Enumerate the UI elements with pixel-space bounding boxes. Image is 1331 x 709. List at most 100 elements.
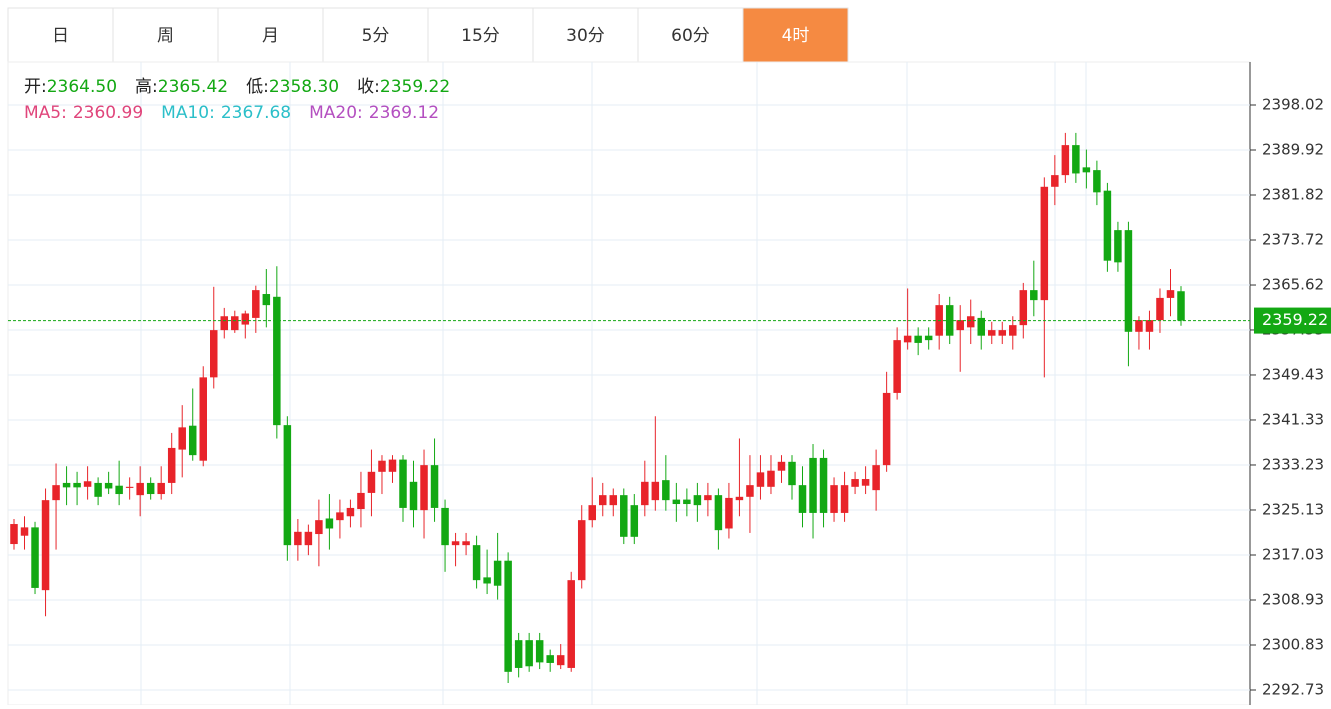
y-tick-label: 2333.23: [1262, 455, 1324, 473]
tab[interactable]: [217, 7, 324, 63]
last-price-label: 2359.22: [1262, 310, 1328, 329]
candle-body: [1051, 175, 1059, 187]
candle-body: [535, 640, 544, 663]
ohlc-info-label: 低:: [246, 77, 269, 97]
ohlc-info: 开:2364.50 高:2365.42 低:2358.30 收:2359.22: [24, 77, 450, 97]
ma-info-label: MA5:: [24, 103, 67, 123]
y-tick-label: 2365.62: [1262, 276, 1324, 294]
candle-body: [41, 500, 50, 591]
candle-body: [830, 485, 838, 513]
candle-body: [988, 330, 996, 336]
y-tick-label: 2398.02: [1262, 96, 1324, 114]
y-tick-label: 2292.73: [1262, 680, 1324, 698]
candle-body: [62, 482, 71, 488]
tabs: 日 周 月 5分 15分 30分 60分 4时: [7, 7, 849, 63]
candle-body: [599, 495, 607, 506]
candle-body: [104, 482, 113, 489]
candle-body: [315, 520, 323, 535]
tab-label[interactable]: 15分: [461, 26, 500, 46]
candle-body: [798, 485, 807, 513]
ohlc-info-value: 2365.42: [158, 77, 228, 97]
candle-body: [1145, 320, 1154, 332]
candle-body: [451, 541, 460, 546]
tab-label[interactable]: 30分: [566, 26, 605, 46]
last-price-box: [1254, 307, 1331, 334]
candle-body: [10, 524, 18, 545]
candle-body: [1072, 145, 1080, 174]
candle-body: [903, 335, 912, 343]
candle-body: [1156, 297, 1164, 321]
ohlc-info-label: 高:: [135, 77, 158, 97]
candle-body: [220, 316, 229, 331]
candle-body: [966, 316, 975, 328]
tab[interactable]: [322, 7, 429, 63]
y-tick-label: 2349.43: [1262, 365, 1324, 383]
y-tick-label: 2317.03: [1262, 545, 1324, 563]
candle-body: [893, 340, 901, 393]
tab-label[interactable]: 日: [52, 26, 69, 46]
tab-label[interactable]: 周: [157, 26, 174, 46]
candle-body: [325, 518, 334, 529]
candle-body: [683, 499, 691, 505]
candle-body: [188, 425, 197, 456]
y-tick-label: 2300.83: [1262, 635, 1324, 653]
candle-body: [1135, 320, 1143, 332]
tab[interactable]: [742, 7, 849, 63]
candle-body: [1082, 167, 1091, 173]
candle-body: [577, 520, 586, 581]
candle-body: [52, 485, 60, 501]
candle-body: [998, 330, 1007, 336]
candle-body: [914, 335, 922, 343]
candle-body: [294, 531, 302, 546]
tab[interactable]: [112, 7, 219, 63]
y-tick-label: 2308.93: [1262, 590, 1324, 608]
tab[interactable]: [7, 7, 114, 63]
candle-body: [725, 497, 733, 529]
y-tick-label: 2373.72: [1262, 231, 1324, 249]
y-tick-label: 2325.13: [1262, 500, 1324, 518]
tab-label[interactable]: 4时: [782, 26, 810, 46]
candle-body: [756, 472, 765, 487]
tab[interactable]: [532, 7, 639, 63]
candle-body: [420, 465, 428, 511]
candle-body: [525, 640, 533, 667]
candle-body: [504, 560, 512, 672]
candle-body: [620, 495, 628, 537]
candle-body: [441, 507, 449, 546]
ohlc-info-label: 收:: [357, 77, 380, 97]
tab-label[interactable]: 月: [262, 26, 279, 46]
candle-body: [924, 335, 933, 341]
candle-body: [493, 560, 502, 586]
candle-body: [125, 486, 134, 488]
candle-body: [94, 482, 102, 497]
tab-label[interactable]: 5分: [362, 26, 390, 46]
candle-body: [136, 482, 144, 496]
ohlc-info-label: 开:: [24, 77, 47, 97]
candle-body: [73, 482, 81, 488]
candle-body: [630, 505, 639, 537]
ma-info-label: MA20:: [309, 103, 363, 123]
candle-body: [409, 481, 418, 511]
candle-body: [819, 457, 828, 513]
ohlc-info-value: 2359.22: [380, 77, 450, 97]
candle-body: [588, 505, 596, 521]
candle-body: [735, 496, 744, 501]
y-tick-label: 2341.33: [1262, 410, 1324, 428]
candle-body: [977, 317, 985, 336]
candle-body: [31, 527, 39, 588]
candle-body: [714, 495, 723, 531]
candle-body: [1124, 230, 1133, 332]
candle-body: [178, 427, 186, 450]
candle-body: [882, 392, 891, 466]
candle-body: [20, 527, 29, 536]
candle-body: [336, 512, 344, 521]
candle-body: [956, 320, 964, 331]
tab-label[interactable]: 60分: [671, 26, 710, 46]
candle-body: [357, 492, 365, 510]
candle-body: [146, 482, 155, 495]
candle-body: [514, 640, 523, 668]
candle-body: [609, 495, 618, 506]
candle-body: [472, 545, 481, 581]
